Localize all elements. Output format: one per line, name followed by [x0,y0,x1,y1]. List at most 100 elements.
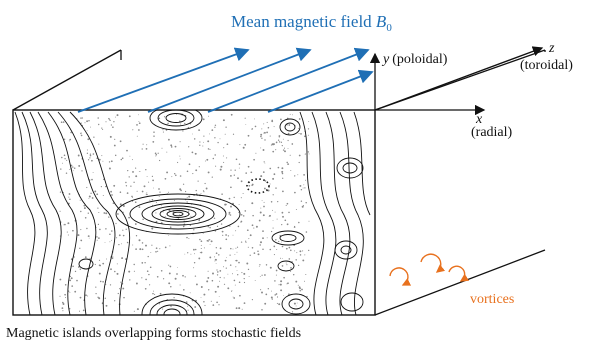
stochastic-dot [253,158,255,161]
stochastic-dot [299,290,301,292]
stochastic-dot [272,150,275,153]
stochastic-dot [219,276,221,279]
stochastic-dot [72,170,74,172]
stochastic-dot [136,135,138,137]
stochastic-dot [183,289,185,291]
stochastic-dot [69,198,71,201]
stochastic-dot [209,243,211,245]
stochastic-dot [141,248,144,251]
stochastic-dot [117,292,119,295]
stochastic-dot [208,115,210,117]
stochastic-dot [116,114,119,117]
stochastic-dot [90,192,92,194]
stochastic-dot [179,214,181,216]
stochastic-dot [267,189,270,192]
stochastic-dot [258,265,260,267]
stochastic-dot [168,235,170,236]
stochastic-dot [157,152,159,154]
stochastic-dot [294,250,296,252]
stochastic-dot [233,174,235,176]
stochastic-dot [170,144,173,147]
stochastic-dot [263,205,265,208]
stochastic-dot [266,121,268,123]
stochastic-dot [64,223,66,226]
stochastic-dot [164,215,166,217]
stochastic-dot [227,235,230,237]
stochastic-dot [229,214,232,216]
stochastic-dot [195,169,198,172]
stochastic-dot [276,249,278,250]
stochastic-dot [247,165,250,168]
stochastic-dot [193,261,196,264]
box-back-top-edge [12,49,122,111]
stochastic-dot [89,153,92,155]
stochastic-dot [98,143,100,145]
stochastic-dot [105,212,108,215]
stochastic-dot [113,184,116,187]
stochastic-dot [307,128,310,130]
stochastic-dot [193,267,195,269]
stochastic-dot [247,134,250,137]
stochastic-dot [226,157,228,159]
stochastic-dot [87,235,90,237]
stochastic-dot [275,187,277,189]
stochastic-dot [179,158,181,160]
stochastic-dot [117,213,119,215]
stochastic-dot [235,158,238,161]
stochastic-dot [295,305,297,307]
stochastic-dot [203,141,205,143]
stochastic-dot [217,271,219,273]
stochastic-dot [99,264,101,267]
stochastic-dot [271,119,273,122]
stochastic-dot [267,126,270,129]
stochastic-dot [249,234,252,237]
stochastic-dot [116,263,118,265]
stochastic-dot [131,200,133,202]
stochastic-dot [211,129,214,131]
stochastic-dot [128,176,130,178]
stochastic-dot [222,234,224,236]
stochastic-dot [147,255,149,258]
stochastic-dot [221,193,223,195]
stochastic-dot [269,135,271,137]
stochastic-dot [122,211,124,213]
stochastic-dot [280,257,282,259]
stochastic-dot [260,147,262,149]
stochastic-dot [275,141,278,144]
stochastic-dot [158,303,161,305]
stochastic-dot [281,211,284,214]
stochastic-dot [271,290,272,292]
stochastic-dot [204,182,206,185]
stochastic-dot [179,155,181,157]
stochastic-dot [240,241,243,243]
stochastic-dot [240,214,243,216]
stochastic-dot [197,180,199,182]
stochastic-dot [209,256,212,259]
stochastic-dot [69,279,72,282]
stochastic-dot [211,279,214,282]
stochastic-dot [239,144,241,146]
stochastic-dot [195,283,198,286]
stochastic-dot [235,307,238,310]
stochastic-dot [246,229,249,232]
stochastic-dot [100,186,102,188]
stochastic-dot [241,308,243,310]
stochastic-dot [253,252,256,254]
stochastic-dot [282,149,285,151]
stochastic-dot [123,234,125,237]
stochastic-dot [64,158,66,160]
stochastic-dot [164,246,167,249]
stochastic-dot [237,177,239,180]
stochastic-dot [60,168,62,170]
stochastic-dot [235,230,237,232]
stochastic-dot [238,203,240,205]
stochastic-dot [97,223,100,226]
stochastic-dot [227,287,230,290]
stochastic-dot [298,132,300,135]
stochastic-dot [238,167,240,169]
stochastic-dot [251,202,254,205]
stochastic-dot [66,231,68,233]
stochastic-dot [289,154,291,156]
stochastic-dot [214,126,216,128]
stochastic-dot [203,135,205,137]
